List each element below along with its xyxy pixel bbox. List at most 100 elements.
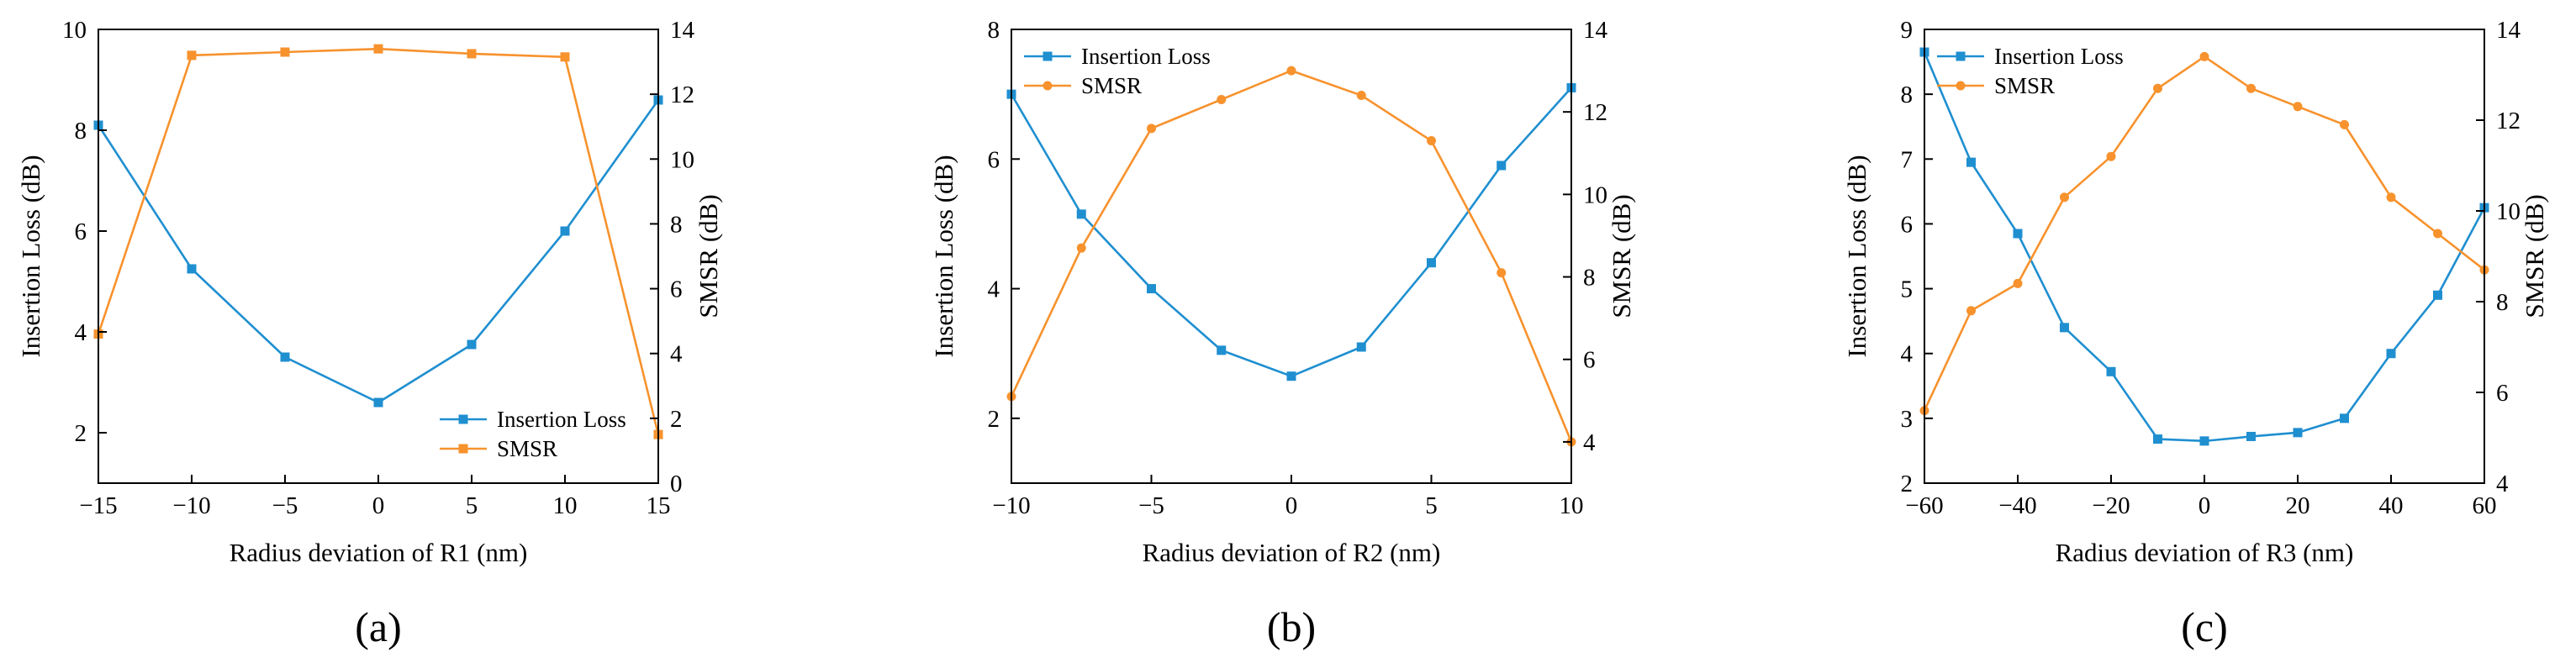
y-right-axis-label: SMSR (dB)	[1607, 194, 1636, 318]
y-right-axis-label: SMSR (dB)	[694, 194, 723, 318]
legend-marker-insertion-loss	[458, 414, 468, 424]
smsr-point	[467, 49, 477, 59]
legend-label-insertion-loss: Insertion Loss	[1081, 44, 1211, 69]
x-tick-label: 15	[647, 492, 671, 519]
x-tick-label: 10	[553, 492, 578, 519]
y-left-tick-label: 8	[75, 118, 87, 145]
chart-panel-1: −15 −10 −5 0 5 10 15 2 4 6 8 10 0 2 4 6 8 10 12 14 Radius de…	[16, 17, 723, 650]
series-line-insertion-loss	[97, 99, 660, 404]
insertion-loss-point	[2013, 229, 2023, 239]
series-line-smsr	[97, 47, 660, 435]
y-left-axis-label: Insertion Loss (dB)	[929, 155, 958, 357]
smsr-point	[1427, 136, 1436, 146]
x-tick-label: 60	[2473, 492, 2497, 519]
y-left-tick-label: 4	[1901, 341, 1914, 368]
y-left-axis-label: Insertion Loss (dB)	[1842, 155, 1871, 357]
y-left-tick-label: 6	[1901, 211, 1914, 238]
y-left-tick-label: 5	[1901, 276, 1914, 303]
y-right-tick-label: 2	[670, 406, 683, 433]
legend-label-smsr: SMSR	[497, 436, 557, 461]
smsr-point	[2433, 229, 2442, 239]
smsr-point	[1147, 124, 1156, 134]
series-line-smsr	[1010, 69, 1573, 443]
smsr-point	[280, 47, 290, 57]
x-tick-label: 40	[2379, 492, 2404, 519]
y-right-tick-label: 14	[2496, 17, 2521, 44]
series-line-smsr	[1923, 55, 2485, 412]
y-left-tick-label: 3	[1901, 406, 1914, 433]
insertion-loss-point	[373, 397, 383, 408]
y-right-tick-label: 14	[1583, 17, 1608, 44]
y-right-axis-label: SMSR (dB)	[2520, 194, 2549, 318]
y-left-tick-label: 2	[75, 420, 87, 447]
smsr-point	[2106, 151, 2116, 161]
series-line-insertion-loss	[1923, 51, 2486, 443]
insertion-loss-point	[1356, 342, 1366, 352]
insertion-loss-point	[2293, 428, 2303, 438]
x-tick-label: 0	[372, 492, 385, 519]
chart-panel-3: −60 −40 −20 0 20 40 60 2 3 4 5 6 7 8 9 4 6 8 10 12 14 Radius …	[1842, 17, 2549, 650]
insertion-loss-point	[467, 339, 477, 350]
insertion-loss-point	[2433, 290, 2442, 300]
insertion-loss-point	[1427, 258, 1436, 268]
insertion-loss-point	[2246, 431, 2256, 441]
x-tick-label: −10	[992, 492, 1030, 519]
x-tick-label: −10	[172, 492, 210, 519]
smsr-point	[2386, 192, 2396, 203]
y-right-tick-label: 6	[2496, 380, 2509, 407]
y-right-tick-label: 8	[2496, 289, 2509, 316]
legend-label-insertion-loss: Insertion Loss	[1994, 44, 2124, 69]
x-tick-label: −5	[272, 492, 298, 519]
y-left-axis-label: Insertion Loss (dB)	[16, 155, 45, 357]
insertion-loss-point	[560, 226, 570, 236]
y-left-tick-label: 7	[1901, 146, 1914, 173]
y-right-tick-label: 4	[670, 341, 683, 368]
y-left-tick-label: 10	[62, 17, 87, 44]
panel-label: (c)	[2181, 603, 2228, 650]
y-right-tick-label: 14	[670, 17, 695, 44]
y-right-tick-label: 4	[1583, 429, 1596, 456]
insertion-loss-point	[280, 352, 290, 362]
x-axis-label: Radius deviation of R1 (nm)	[230, 538, 528, 567]
y-left-tick-label: 2	[1901, 471, 1914, 497]
y-right-tick-label: 6	[1583, 347, 1596, 374]
smsr-point	[1356, 91, 1366, 101]
y-left-tick-label: 9	[1901, 17, 1914, 44]
smsr-point	[1076, 243, 1086, 253]
smsr-point	[1966, 306, 1976, 316]
smsr-point	[187, 50, 197, 60]
x-tick-label: −15	[79, 492, 117, 519]
y-left-tick-label: 4	[988, 276, 1000, 303]
y-right-tick-label: 12	[670, 82, 694, 108]
legend-marker-insertion-loss	[1956, 51, 1966, 61]
insertion-loss-point	[2340, 413, 2349, 423]
y-right-tick-label: 0	[670, 471, 683, 497]
panel-label: (a)	[355, 603, 402, 650]
x-tick-label: 0	[2199, 492, 2211, 519]
smsr-point	[2013, 278, 2023, 288]
insertion-loss-point	[2199, 436, 2209, 446]
y-right-tick-label: 6	[670, 276, 683, 303]
panel-label: (b)	[1267, 603, 1316, 650]
y-left-tick-label: 4	[75, 319, 87, 346]
y-right-tick-label: 12	[1583, 99, 1607, 126]
y-right-tick-label: 10	[1583, 181, 1607, 208]
y-right-tick-label: 4	[2496, 471, 2509, 497]
insertion-loss-point	[1286, 371, 1296, 381]
y-left-tick-label: 8	[1901, 82, 1914, 108]
x-axis-label: Radius deviation of R3 (nm)	[2056, 538, 2354, 567]
smsr-point	[2199, 51, 2209, 61]
y-right-tick-label: 12	[2496, 108, 2521, 134]
x-tick-label: −20	[2092, 492, 2130, 519]
legend: Insertion Loss SMSR	[1024, 44, 1211, 98]
legend: Insertion Loss SMSR	[440, 407, 626, 461]
insertion-loss-point	[1147, 284, 1156, 294]
legend-label-smsr: SMSR	[1994, 73, 2055, 98]
y-left-tick-label: 8	[988, 17, 1000, 44]
legend-marker-insertion-loss	[1043, 51, 1053, 61]
smsr-point	[1286, 66, 1296, 76]
insertion-loss-point	[187, 264, 197, 274]
x-tick-label: 20	[2286, 492, 2310, 519]
x-tick-label: −5	[1138, 492, 1164, 519]
